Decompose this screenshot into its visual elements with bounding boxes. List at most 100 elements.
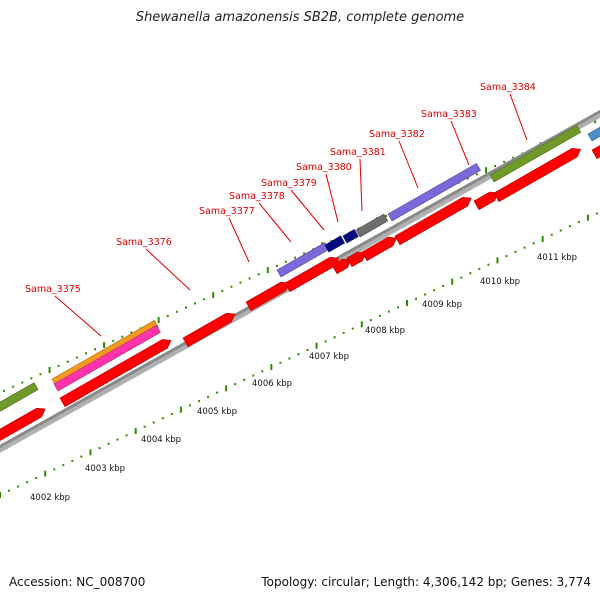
inner-dot bbox=[487, 263, 490, 266]
inner-dot bbox=[188, 404, 191, 407]
inner-dot bbox=[342, 331, 345, 334]
inner-dot bbox=[595, 212, 598, 215]
outer-dot bbox=[175, 310, 178, 313]
kbp-label: 4003 kbp bbox=[85, 464, 125, 474]
inner-dot bbox=[170, 412, 173, 415]
kbp-label: 4008 kbp bbox=[365, 326, 405, 336]
outer-dot bbox=[284, 260, 287, 263]
gene-leader-line bbox=[325, 173, 339, 223]
inner-dot bbox=[505, 255, 508, 258]
kbp-label: 4004 kbp bbox=[141, 435, 181, 445]
outer-dot bbox=[503, 160, 506, 163]
gene-label: Sama_3376 bbox=[116, 237, 172, 248]
kbp-label: 4006 kbp bbox=[252, 379, 292, 389]
outer-dot bbox=[121, 335, 124, 338]
gene-leader-line bbox=[54, 295, 102, 337]
cds-arrow bbox=[0, 407, 46, 442]
inner-dot bbox=[125, 434, 128, 437]
outer-dot bbox=[303, 252, 306, 255]
inner-dot bbox=[387, 310, 390, 313]
inner-dot bbox=[71, 459, 74, 462]
inner-dot bbox=[8, 489, 11, 492]
outer-dot bbox=[57, 364, 60, 367]
kbp-label: 4010 kbp bbox=[480, 277, 520, 287]
kbp-labels: 4002 kbp 4003 kbp 4004 kbp 4005 kbp 4006 kbp… bbox=[30, 253, 577, 503]
outer-dot bbox=[203, 298, 206, 301]
gene-label: Sama_3378 bbox=[229, 191, 285, 202]
gene-label: Sama_3383 bbox=[421, 109, 477, 120]
outer-dot bbox=[166, 314, 169, 317]
outer-dot bbox=[512, 156, 515, 159]
cog-bar bbox=[53, 325, 161, 392]
inner-dot bbox=[62, 464, 65, 467]
outer-dot bbox=[475, 173, 478, 176]
cog-bar bbox=[489, 124, 582, 183]
accession-text: Accession: NC_008700 bbox=[9, 575, 146, 589]
outer-dot bbox=[75, 356, 78, 359]
gene-leader-line bbox=[398, 140, 419, 189]
inner-dot bbox=[433, 289, 436, 292]
inner-dot bbox=[469, 272, 472, 275]
cog-bar bbox=[587, 126, 600, 142]
kbp-label: 4009 kbp bbox=[422, 300, 462, 310]
kbp-label: 4002 kbp bbox=[30, 493, 70, 503]
inner-dot bbox=[17, 485, 20, 488]
gene-label: Sama_3377 bbox=[199, 206, 255, 217]
outer-dot bbox=[30, 377, 33, 380]
outer-dot bbox=[494, 165, 497, 168]
outer-dot bbox=[39, 373, 42, 376]
inner-dot bbox=[351, 327, 354, 330]
gene-label: Sama_3382 bbox=[369, 129, 425, 140]
cog-bar bbox=[324, 235, 346, 253]
inner-dot bbox=[116, 438, 119, 441]
outer-dot bbox=[466, 177, 469, 180]
outer-dot bbox=[330, 239, 333, 242]
inner-dot bbox=[197, 400, 200, 403]
inner-dot bbox=[107, 442, 110, 445]
gene-leader-line bbox=[450, 120, 470, 166]
map-title: Shewanella amazonensis SB2B, complete ge… bbox=[135, 10, 465, 25]
inner-dot bbox=[98, 447, 101, 450]
outer-dot bbox=[221, 289, 224, 292]
outer-dot bbox=[257, 273, 260, 276]
inner-dot bbox=[152, 421, 155, 424]
outer-dot bbox=[239, 281, 242, 284]
gene-leader-line bbox=[228, 217, 250, 263]
inner-dot bbox=[261, 370, 264, 373]
inner-dot bbox=[306, 348, 309, 351]
cog-bar bbox=[0, 382, 39, 412]
inner-dot bbox=[424, 293, 427, 296]
kbp-label: 4007 kbp bbox=[309, 352, 349, 362]
inner-dot bbox=[568, 225, 571, 228]
gene-label-leaders bbox=[54, 93, 528, 337]
inner-dot bbox=[442, 284, 445, 287]
outer-dot bbox=[112, 339, 115, 342]
cds-arrow bbox=[331, 258, 352, 275]
outer-dot bbox=[184, 306, 187, 309]
inner-dot bbox=[143, 425, 146, 428]
kbp-label: 4011 kbp bbox=[537, 253, 577, 263]
inner-dot bbox=[216, 391, 219, 394]
inner-dot bbox=[333, 336, 336, 339]
inner-dot bbox=[279, 361, 282, 364]
inner-tick-dots bbox=[0, 212, 598, 498]
inner-dot bbox=[53, 468, 56, 471]
outer-dot bbox=[21, 381, 24, 384]
outer-dot bbox=[3, 389, 6, 392]
gene-leader-line bbox=[359, 158, 363, 212]
cds-arrow bbox=[591, 145, 600, 160]
gene-leader-line bbox=[145, 248, 191, 291]
inner-dot bbox=[514, 250, 517, 253]
inner-dot bbox=[396, 306, 399, 309]
inner-dot bbox=[252, 374, 255, 377]
gene-label: Sama_3375 bbox=[25, 284, 81, 295]
outer-dot bbox=[384, 214, 387, 217]
cds-arrow bbox=[361, 236, 398, 262]
inner-dot bbox=[369, 319, 372, 322]
cds-arrow bbox=[493, 148, 582, 203]
inner-dot bbox=[161, 417, 164, 420]
inner-dot bbox=[532, 242, 535, 245]
inner-dot bbox=[550, 233, 553, 236]
inner-dot bbox=[324, 340, 327, 343]
inner-dot bbox=[26, 481, 29, 484]
